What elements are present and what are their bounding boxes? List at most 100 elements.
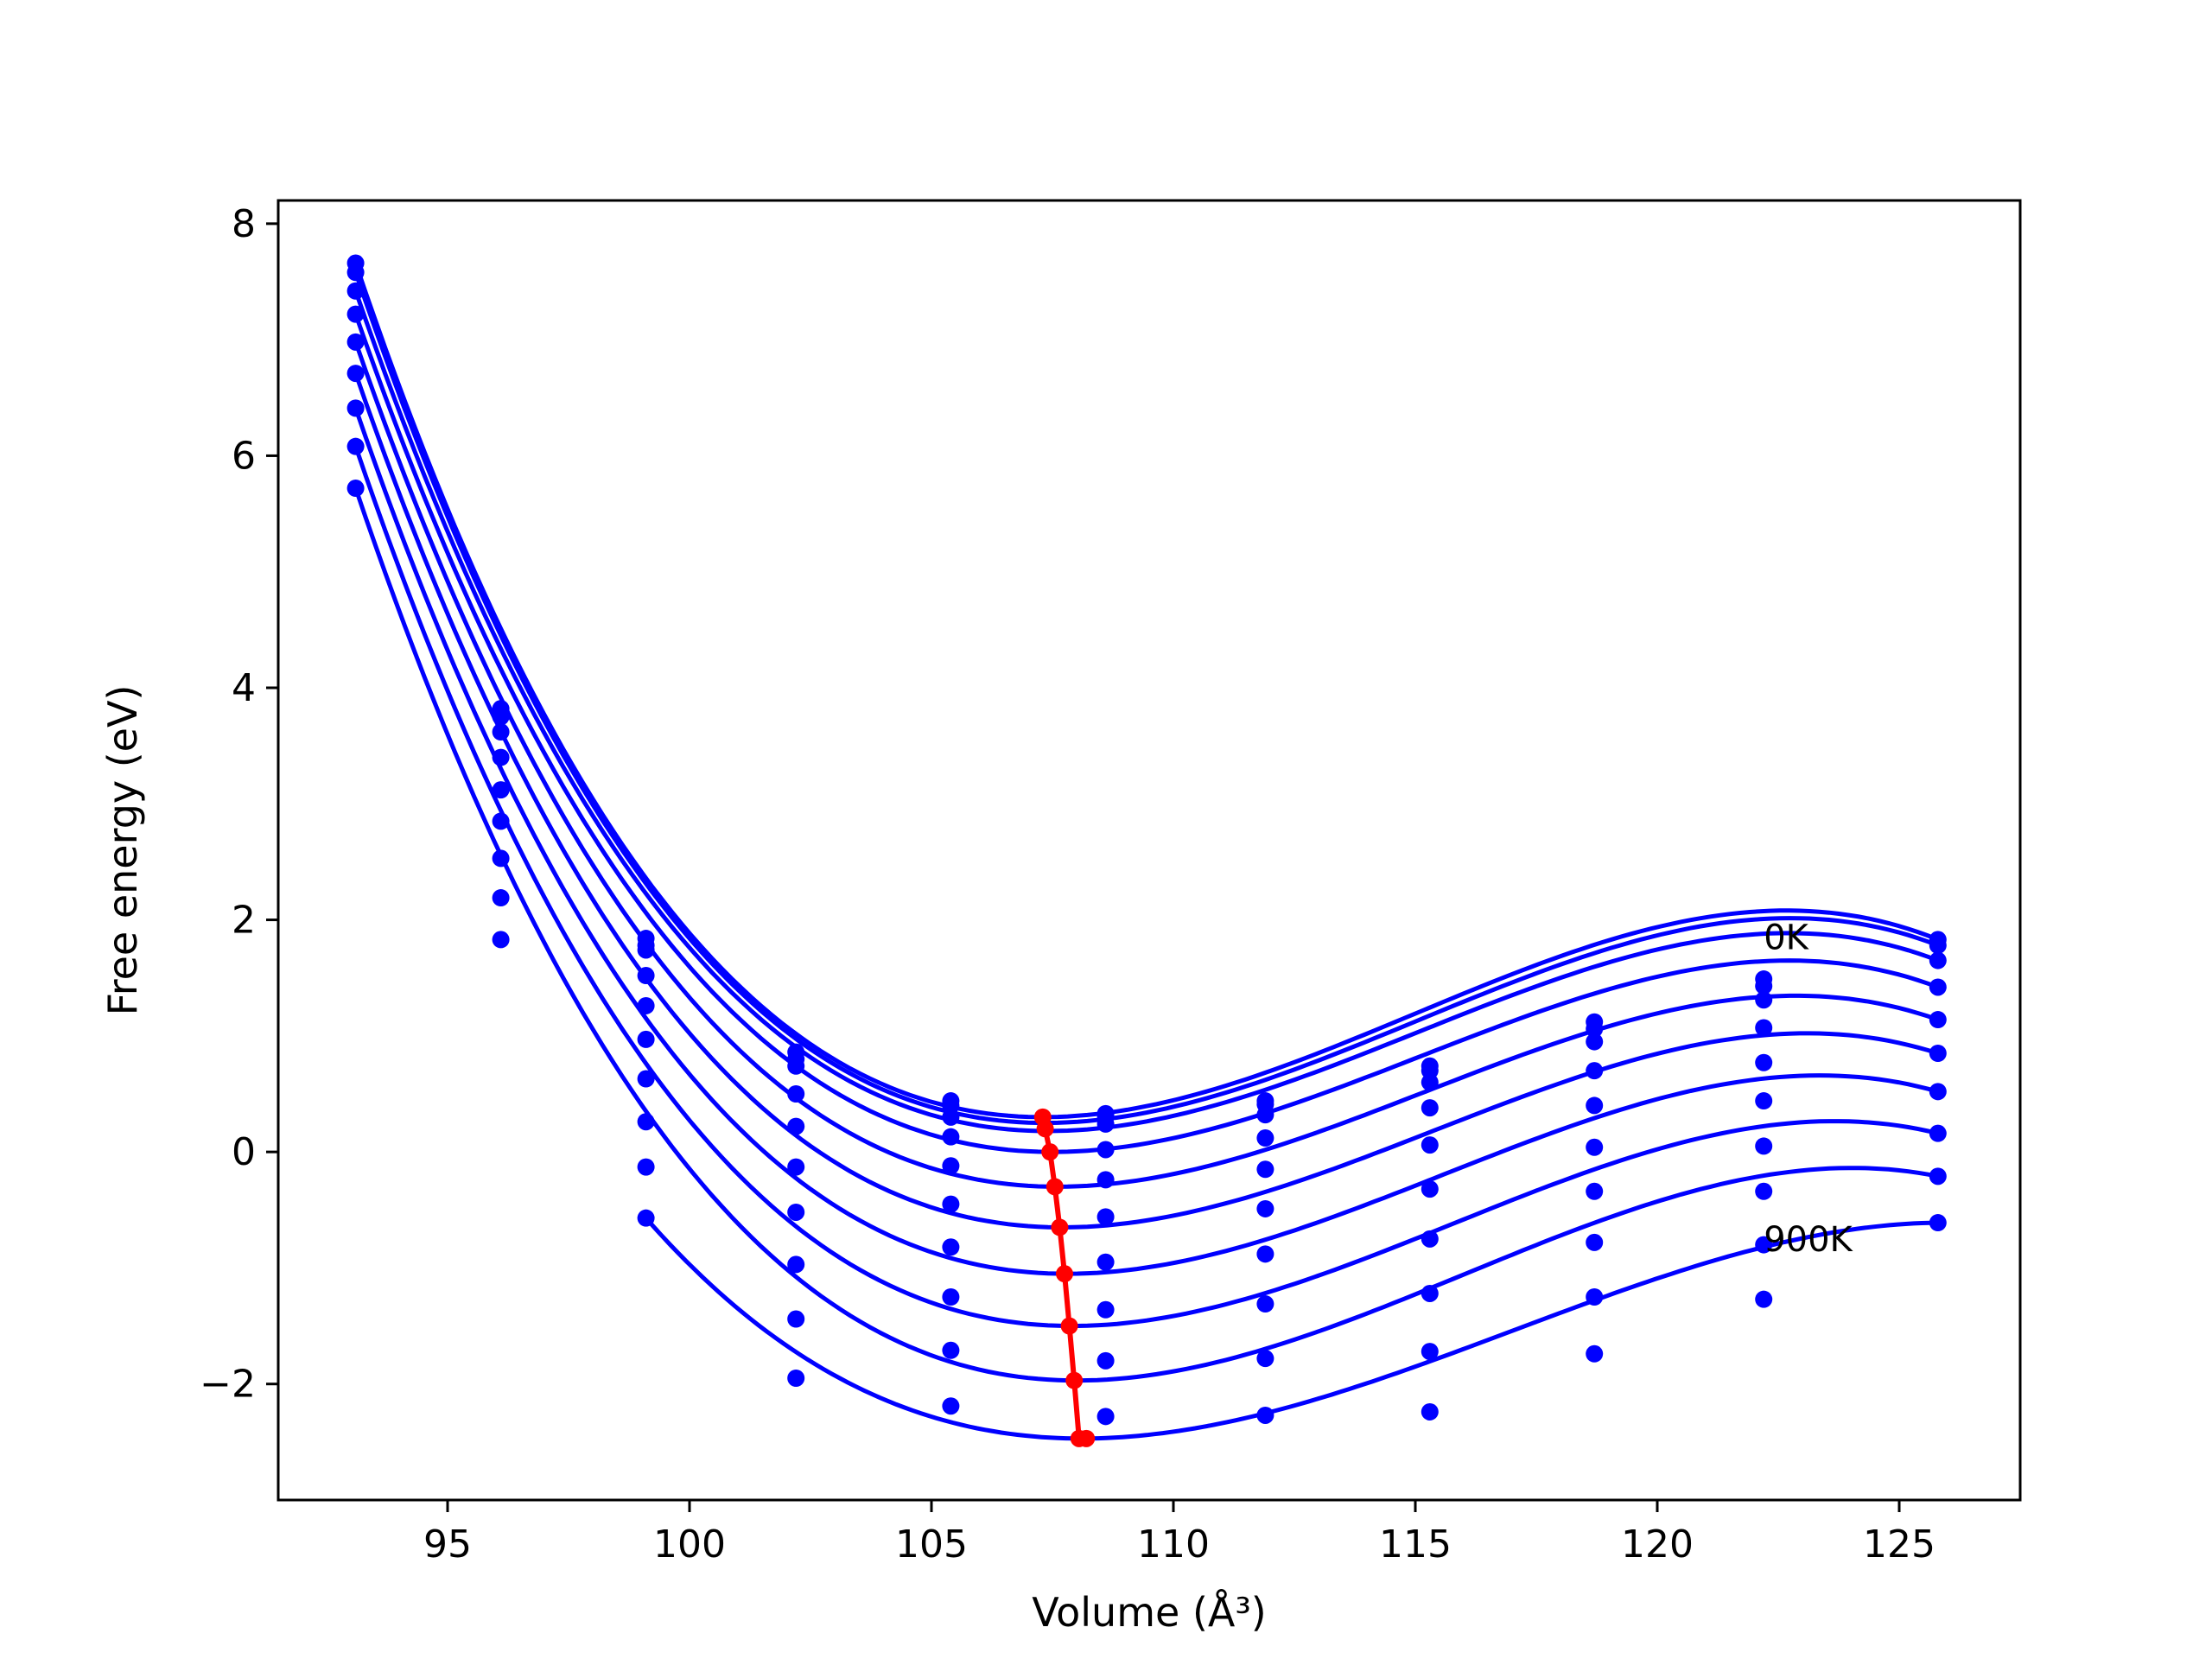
data-point-s3-6: [1256, 1129, 1274, 1147]
curve-series-8: [353, 487, 1939, 1383]
x-tick-label-1: 100: [653, 1522, 726, 1567]
data-point-s9-5: [1096, 1408, 1115, 1426]
curve-series-9: [644, 1217, 1938, 1441]
curve-series-3: [353, 313, 1939, 1154]
data-point-s4-1: [492, 781, 510, 799]
curve-series-2: [353, 289, 1939, 1134]
data-point-s4-3: [787, 1117, 805, 1135]
curve-group: [353, 262, 1939, 1441]
data-point-s6-6: [1256, 1245, 1274, 1263]
data-point-s5-6: [1256, 1199, 1274, 1217]
data-point-s7-5: [1096, 1300, 1115, 1319]
data-point-s6-1: [492, 849, 510, 868]
y-tick-label-2: 2: [232, 899, 256, 943]
data-point-s6-9: [1755, 1137, 1773, 1155]
x-tick-label-6: 125: [1863, 1522, 1936, 1567]
data-point-s8-3: [787, 1310, 805, 1328]
data-point-s9-2: [637, 1209, 655, 1227]
data-point-s3-0: [346, 305, 365, 323]
data-point-s3-9: [1755, 1019, 1773, 1037]
data-point-s7-7: [1421, 1284, 1439, 1302]
data-point-s9-3: [787, 1370, 805, 1387]
data-point-s5-0: [346, 365, 365, 383]
curve-series-7: [353, 445, 1939, 1329]
point-group: [346, 254, 1947, 1426]
data-point-s7-0: [346, 437, 365, 455]
data-point-s8-5: [1096, 1351, 1115, 1370]
data-point-s7-8: [1586, 1233, 1604, 1251]
data-point-s6-8: [1586, 1182, 1604, 1200]
annotation-0k: 0K: [1764, 918, 1809, 958]
data-point-s6-10: [1929, 1083, 1947, 1101]
data-point-s6-3: [787, 1203, 805, 1221]
y-tick-label-5: 8: [232, 202, 256, 246]
data-point-s6-4: [942, 1238, 960, 1256]
minimum-line-group: [1033, 1108, 1096, 1447]
x-tick-label-5: 120: [1621, 1522, 1694, 1567]
data-point-s5-5: [1096, 1208, 1115, 1226]
minimum-point-2: [1041, 1143, 1059, 1161]
data-point-s6-0: [346, 399, 365, 417]
data-point-s4-0: [346, 333, 365, 351]
data-point-s8-1: [492, 931, 510, 949]
data-point-s3-4: [942, 1128, 960, 1146]
curve-series-0: [353, 262, 1939, 1120]
minimum-point-9: [1077, 1429, 1096, 1447]
data-point-s5-8: [1586, 1138, 1604, 1156]
data-point-s8-10: [1929, 1167, 1947, 1185]
data-point-s1-9: [1755, 977, 1773, 995]
data-point-s5-7: [1421, 1180, 1439, 1198]
data-point-s9-9: [1755, 1290, 1773, 1308]
data-point-s2-0: [346, 282, 365, 300]
data-point-s6-2: [637, 1070, 655, 1088]
data-point-s5-10: [1929, 1045, 1947, 1062]
data-point-s9-8: [1586, 1344, 1604, 1363]
x-tick-label-0: 95: [423, 1522, 472, 1567]
y-tick-label-1: 0: [232, 1130, 256, 1174]
data-point-s9-7: [1421, 1402, 1439, 1421]
data-point-s6-5: [1096, 1253, 1115, 1271]
data-point-s4-6: [1256, 1160, 1274, 1179]
data-point-s8-8: [1586, 1288, 1604, 1306]
x-tick-label-4: 115: [1379, 1522, 1452, 1567]
data-point-s2-9: [1755, 991, 1773, 1009]
data-point-s8-9: [1755, 1236, 1773, 1254]
data-point-s3-3: [787, 1085, 805, 1103]
data-point-s2-4: [942, 1108, 960, 1126]
data-point-s2-5: [1096, 1115, 1115, 1133]
x-axis-ticks: 95 100 105 110 115 120 125: [423, 1500, 1936, 1567]
data-point-s2-6: [1256, 1106, 1274, 1124]
data-point-s7-6: [1256, 1295, 1274, 1313]
data-point-s4-2: [637, 996, 655, 1014]
data-point-s1-8: [1586, 1020, 1604, 1038]
data-point-s3-1: [492, 748, 510, 766]
y-tick-label-4: 6: [232, 434, 256, 478]
data-point-s3-5: [1096, 1141, 1115, 1159]
data-point-s4-4: [942, 1157, 960, 1175]
minimum-point-5: [1056, 1265, 1073, 1283]
data-point-s9-10: [1929, 1214, 1947, 1232]
data-point-s6-7: [1421, 1230, 1439, 1248]
data-point-s5-1: [492, 812, 510, 830]
data-point-s7-3: [787, 1255, 805, 1274]
annotation-900k: 900K: [1764, 1220, 1853, 1260]
data-point-s1-1: [492, 708, 510, 726]
minimum-point-3: [1046, 1178, 1064, 1196]
data-point-s7-4: [942, 1288, 960, 1306]
data-point-s2-3: [787, 1057, 805, 1075]
data-point-s1-10: [1929, 937, 1947, 955]
data-point-s5-3: [787, 1158, 805, 1176]
data-point-s8-6: [1256, 1350, 1274, 1368]
data-point-s7-9: [1755, 1182, 1773, 1200]
data-point-s3-2: [637, 967, 655, 985]
y-axis-ticks: −2 0 2 4 6 8: [200, 202, 278, 1407]
data-point-s8-0: [346, 480, 365, 498]
x-tick-label-2: 105: [895, 1522, 968, 1567]
data-point-s2-7: [1421, 1073, 1439, 1091]
data-point-s8-4: [942, 1341, 960, 1359]
data-point-s4-10: [1929, 1011, 1947, 1029]
minimum-point-4: [1051, 1218, 1069, 1236]
x-axis-label: Volume (Å³): [1032, 1589, 1267, 1636]
data-point-s3-7: [1421, 1099, 1439, 1117]
data-point-s2-2: [637, 941, 655, 959]
